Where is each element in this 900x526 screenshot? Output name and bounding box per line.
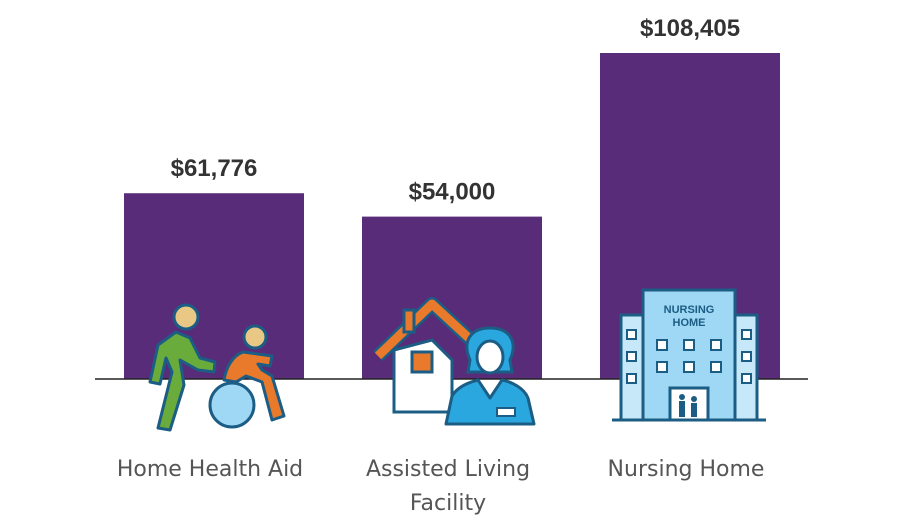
category-label-1: Assisted Living xyxy=(366,457,530,482)
value-label-0: $61,776 xyxy=(171,155,258,182)
value-labels-group: $61,776 $54,000 $108,405 xyxy=(171,15,740,206)
nursing-home-building-icon: NURSING HOME xyxy=(612,288,766,422)
bar-0 xyxy=(124,193,304,379)
category-labels-group: Home Health Aid Assisted Living Facility Nu… xyxy=(117,457,765,516)
nursing-home-sign: NURSING xyxy=(664,304,715,316)
category-label-0: Home Health Aid xyxy=(117,457,303,482)
caregiver-wheelchair-icon xyxy=(148,303,286,432)
value-label-2: $108,405 xyxy=(640,15,740,42)
category-label-1-line-1: Facility xyxy=(410,491,486,516)
category-label-2: Nursing Home xyxy=(608,457,765,482)
nursing-home-sign-2: HOME xyxy=(673,317,706,329)
house-caregiver-icon xyxy=(373,297,536,426)
value-label-1: $54,000 xyxy=(409,179,496,206)
